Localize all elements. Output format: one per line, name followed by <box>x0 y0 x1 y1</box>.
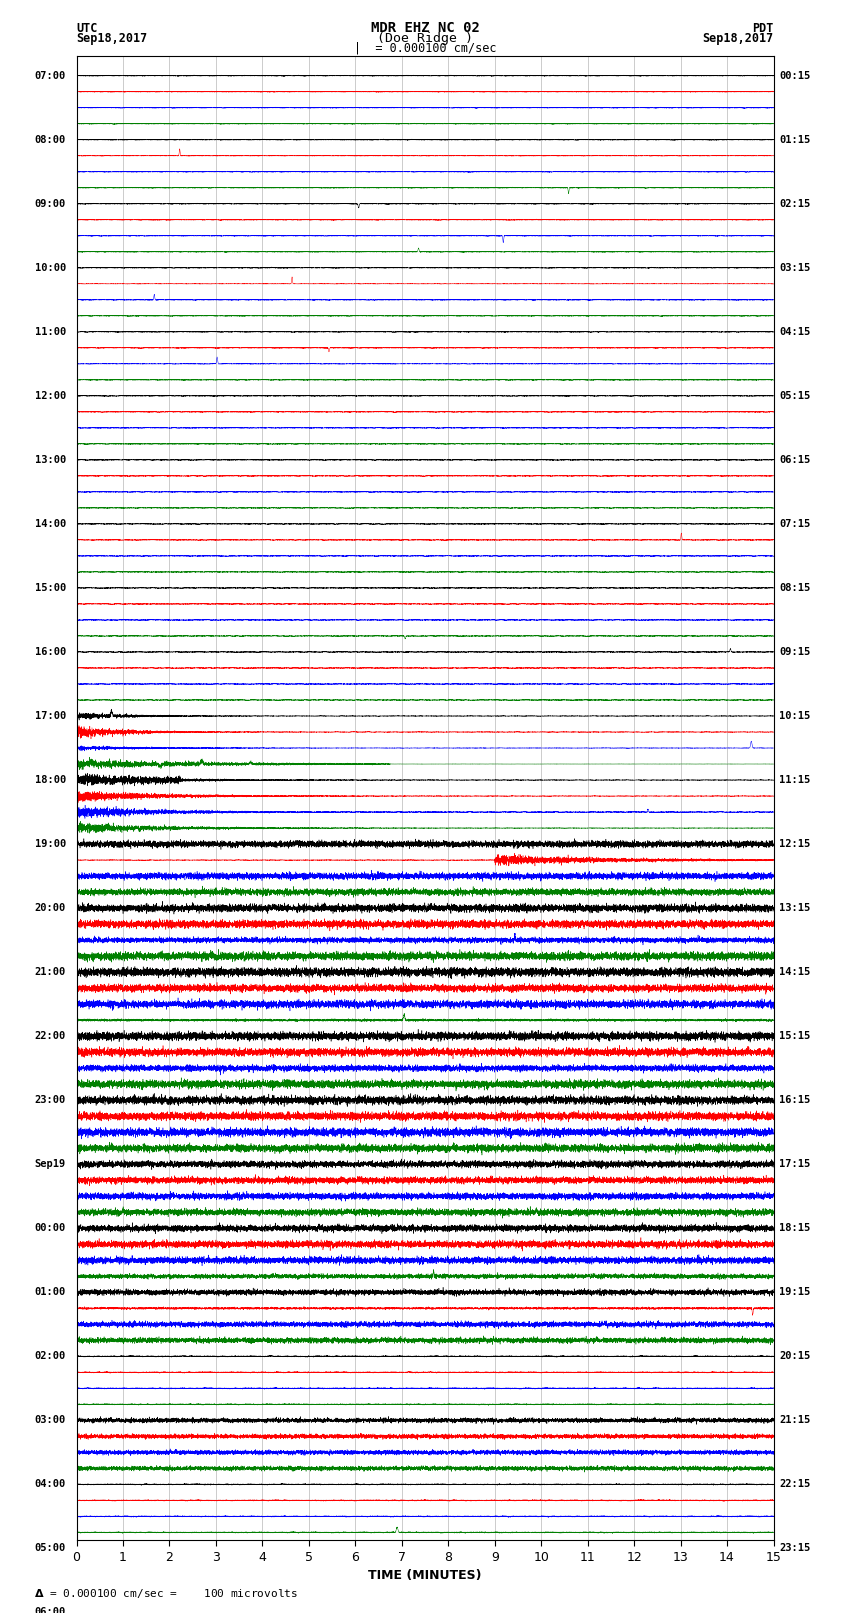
Text: 00:00: 00:00 <box>35 1223 66 1234</box>
Text: 16:15: 16:15 <box>779 1095 810 1105</box>
Text: (Doe Ridge ): (Doe Ridge ) <box>377 32 473 45</box>
Text: UTC: UTC <box>76 21 98 35</box>
Text: 09:15: 09:15 <box>779 647 810 656</box>
Text: 08:00: 08:00 <box>35 135 66 145</box>
Text: 00:15: 00:15 <box>779 71 810 81</box>
Text: 05:00: 05:00 <box>35 1544 66 1553</box>
Text: 23:00: 23:00 <box>35 1095 66 1105</box>
Text: 17:00: 17:00 <box>35 711 66 721</box>
Text: 19:00: 19:00 <box>35 839 66 848</box>
Text: 18:15: 18:15 <box>779 1223 810 1234</box>
Text: 14:15: 14:15 <box>779 968 810 977</box>
Text: 15:15: 15:15 <box>779 1031 810 1040</box>
Text: 03:00: 03:00 <box>35 1415 66 1426</box>
Text: 01:15: 01:15 <box>779 135 810 145</box>
Text: |  = 0.000100 cm/sec: | = 0.000100 cm/sec <box>354 42 496 55</box>
Text: 10:15: 10:15 <box>779 711 810 721</box>
Text: 23:15: 23:15 <box>779 1544 810 1553</box>
Text: MDR EHZ NC 02: MDR EHZ NC 02 <box>371 21 479 35</box>
Text: 13:15: 13:15 <box>779 903 810 913</box>
Text: Sep18,2017: Sep18,2017 <box>76 32 148 45</box>
Text: 07:00: 07:00 <box>35 71 66 81</box>
Text: $\bf{\Delta}$ = 0.000100 cm/sec =    100 microvolts: $\bf{\Delta}$ = 0.000100 cm/sec = 100 mi… <box>34 1587 298 1600</box>
X-axis label: TIME (MINUTES): TIME (MINUTES) <box>368 1569 482 1582</box>
Text: 02:00: 02:00 <box>35 1352 66 1361</box>
Text: 21:00: 21:00 <box>35 968 66 977</box>
Text: 19:15: 19:15 <box>779 1287 810 1297</box>
Text: 08:15: 08:15 <box>779 582 810 594</box>
Text: 06:15: 06:15 <box>779 455 810 465</box>
Text: 13:00: 13:00 <box>35 455 66 465</box>
Text: PDT: PDT <box>752 21 774 35</box>
Text: 20:00: 20:00 <box>35 903 66 913</box>
Text: 07:15: 07:15 <box>779 519 810 529</box>
Text: 02:15: 02:15 <box>779 198 810 208</box>
Text: 18:00: 18:00 <box>35 774 66 786</box>
Text: 17:15: 17:15 <box>779 1160 810 1169</box>
Text: 14:00: 14:00 <box>35 519 66 529</box>
Text: 11:15: 11:15 <box>779 774 810 786</box>
Text: 11:00: 11:00 <box>35 327 66 337</box>
Text: 22:15: 22:15 <box>779 1479 810 1489</box>
Text: 12:15: 12:15 <box>779 839 810 848</box>
Text: 09:00: 09:00 <box>35 198 66 208</box>
Text: 05:15: 05:15 <box>779 390 810 400</box>
Text: 16:00: 16:00 <box>35 647 66 656</box>
Text: 10:00: 10:00 <box>35 263 66 273</box>
Text: 04:00: 04:00 <box>35 1479 66 1489</box>
Text: 21:15: 21:15 <box>779 1415 810 1426</box>
Text: 15:00: 15:00 <box>35 582 66 594</box>
Text: 01:00: 01:00 <box>35 1287 66 1297</box>
Text: 06:00: 06:00 <box>35 1608 66 1613</box>
Text: 22:00: 22:00 <box>35 1031 66 1040</box>
Text: Sep19: Sep19 <box>35 1160 66 1169</box>
Text: 12:00: 12:00 <box>35 390 66 400</box>
Text: 20:15: 20:15 <box>779 1352 810 1361</box>
Text: 03:15: 03:15 <box>779 263 810 273</box>
Text: Sep18,2017: Sep18,2017 <box>702 32 774 45</box>
Text: 04:15: 04:15 <box>779 327 810 337</box>
